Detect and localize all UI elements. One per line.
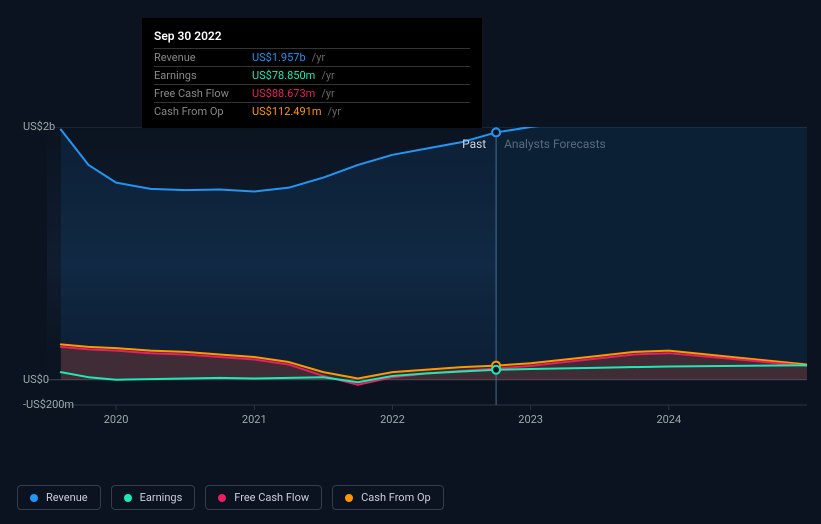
y-axis-label: US$2b bbox=[23, 120, 55, 133]
legend: Revenue Earnings Free Cash Flow Cash Fro… bbox=[17, 485, 444, 510]
y-axis-label: -US$200m bbox=[23, 398, 74, 411]
x-axis-label: 2024 bbox=[656, 413, 681, 426]
tooltip-metric-unit: /yr bbox=[321, 69, 334, 82]
legend-dot-icon bbox=[124, 494, 132, 502]
tooltip-metric-label: Cash From Op bbox=[154, 105, 246, 118]
tooltip-metric-label: Revenue bbox=[154, 51, 246, 64]
section-label-forecast: Analysts Forecasts bbox=[504, 137, 606, 151]
legend-label: Free Cash Flow bbox=[234, 491, 309, 504]
tooltip-metric-unit: /yr bbox=[312, 51, 325, 64]
tooltip-row: Revenue US$1.957b /yr bbox=[154, 48, 470, 66]
tooltip-row: Cash From Op US$112.491m /yr bbox=[154, 102, 470, 120]
legend-item[interactable]: Revenue bbox=[17, 485, 101, 510]
tooltip: Sep 30 2022 Revenue US$1.957b /yrEarning… bbox=[142, 18, 482, 128]
x-axis-label: 2023 bbox=[518, 413, 543, 426]
financial-chart[interactable]: US$2bUS$0-US$200m20202021202220232024Pas… bbox=[17, 145, 807, 445]
x-axis-label: 2020 bbox=[104, 413, 129, 426]
legend-dot-icon bbox=[218, 494, 226, 502]
tooltip-metric-value: US$78.850m bbox=[252, 69, 315, 82]
tooltip-metric-value: US$112.491m bbox=[252, 105, 322, 118]
legend-item[interactable]: Free Cash Flow bbox=[205, 485, 322, 510]
section-label-past: Past bbox=[462, 137, 486, 151]
tooltip-metric-unit: /yr bbox=[321, 87, 334, 100]
tooltip-date: Sep 30 2022 bbox=[154, 26, 470, 48]
legend-item[interactable]: Earnings bbox=[111, 485, 196, 510]
legend-item[interactable]: Cash From Op bbox=[332, 485, 444, 510]
legend-label: Cash From Op bbox=[361, 491, 431, 504]
x-axis-label: 2021 bbox=[242, 413, 267, 426]
tooltip-row: Free Cash Flow US$88.673m /yr bbox=[154, 84, 470, 102]
tooltip-metric-label: Free Cash Flow bbox=[154, 87, 246, 100]
tooltip-row: Earnings US$78.850m /yr bbox=[154, 66, 470, 84]
tooltip-metric-value: US$88.673m bbox=[252, 87, 315, 100]
tooltip-metric-value: US$1.957b bbox=[252, 51, 306, 64]
tooltip-metric-unit: /yr bbox=[328, 105, 341, 118]
legend-dot-icon bbox=[30, 494, 38, 502]
plot-svg bbox=[47, 127, 807, 427]
legend-dot-icon bbox=[345, 494, 353, 502]
legend-label: Revenue bbox=[46, 491, 88, 504]
tooltip-metric-label: Earnings bbox=[154, 69, 246, 82]
legend-label: Earnings bbox=[140, 491, 183, 504]
x-axis-label: 2022 bbox=[380, 413, 405, 426]
y-axis-label: US$0 bbox=[23, 373, 49, 386]
